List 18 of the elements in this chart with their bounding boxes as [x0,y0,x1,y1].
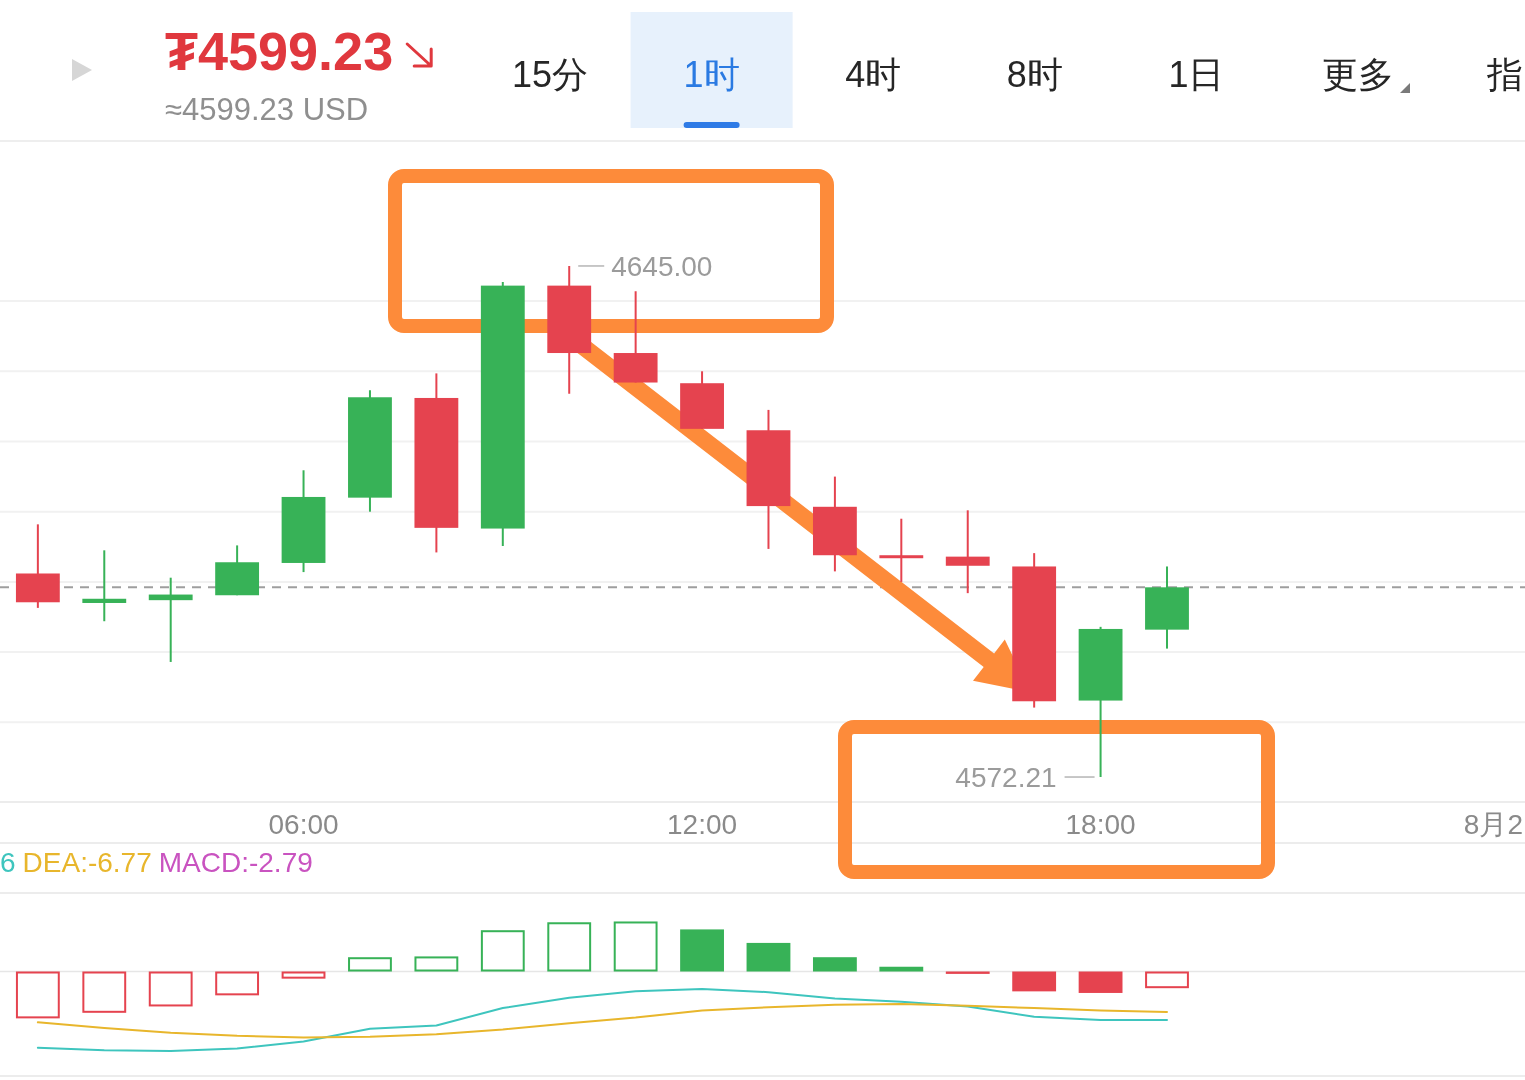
text: 1日 [1168,54,1225,95]
indicator-values: 6 DEA:-6.77 MACD:-2.79 [0,847,313,878]
x-tick-label: 18:00 [1065,809,1136,840]
text: 8时 [1006,54,1063,95]
x-tick-label: 8月2 [1463,809,1523,840]
text: ₮4599.23 [165,21,394,81]
price-label: 4645.00 [577,250,713,282]
text: 15分 [511,54,589,95]
text: 更多 [1322,54,1394,95]
x-tick-label: 12:00 [667,809,738,840]
text: 4时 [845,54,902,95]
price-label: 4572.21 [955,762,1096,793]
text: 1时 [683,54,740,95]
annotation: 4645.00 [611,250,713,282]
annotation: 4572.21 [955,762,1057,794]
text: ≈4599.23 USD [165,92,369,127]
x-tick-label: 06:00 [268,809,339,840]
text: 指 [1486,54,1523,95]
